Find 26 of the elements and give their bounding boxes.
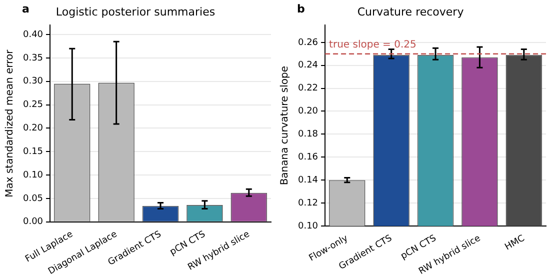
ref-line-label: true slope = 0.25 (329, 39, 416, 50)
x-tick-label: HMC (504, 234, 527, 253)
y-tick-label: 0.05 (22, 194, 44, 204)
y-tick-label: 0.22 (298, 84, 318, 94)
y-tick-label: 0.14 (298, 175, 318, 186)
chart-title: Logistic posterior summaries (56, 5, 216, 18)
y-axis-title: Max standardized mean error (4, 48, 16, 198)
y-tick-label: 0.20 (298, 106, 318, 117)
y-tick-label: 0.30 (22, 76, 44, 87)
y-tick-label: 0.10 (22, 170, 44, 180)
y-tick-label: 0.20 (22, 124, 44, 134)
y-tick-label: 0.10 (298, 221, 318, 232)
text: b (297, 2, 305, 16)
y-tick-label: 0.16 (298, 152, 318, 162)
y-tick-label: 0.18 (298, 130, 318, 140)
y-tick-label: 0.40 (22, 30, 44, 40)
text: a (22, 2, 30, 16)
y-tick-label: 0.24 (298, 60, 318, 71)
y-axis-title: Banana curvature slope (280, 66, 291, 186)
y-tick-label: 0.15 (22, 146, 44, 157)
y-tick-label: 0.00 (22, 217, 44, 228)
y-tick-label: 0.25 (22, 100, 44, 110)
y-tick-label: 0.35 (22, 53, 44, 64)
y-tick-label: 0.26 (298, 38, 318, 48)
chart-title: Curvature recovery (357, 5, 464, 18)
y-tick-label: 0.12 (298, 198, 318, 208)
